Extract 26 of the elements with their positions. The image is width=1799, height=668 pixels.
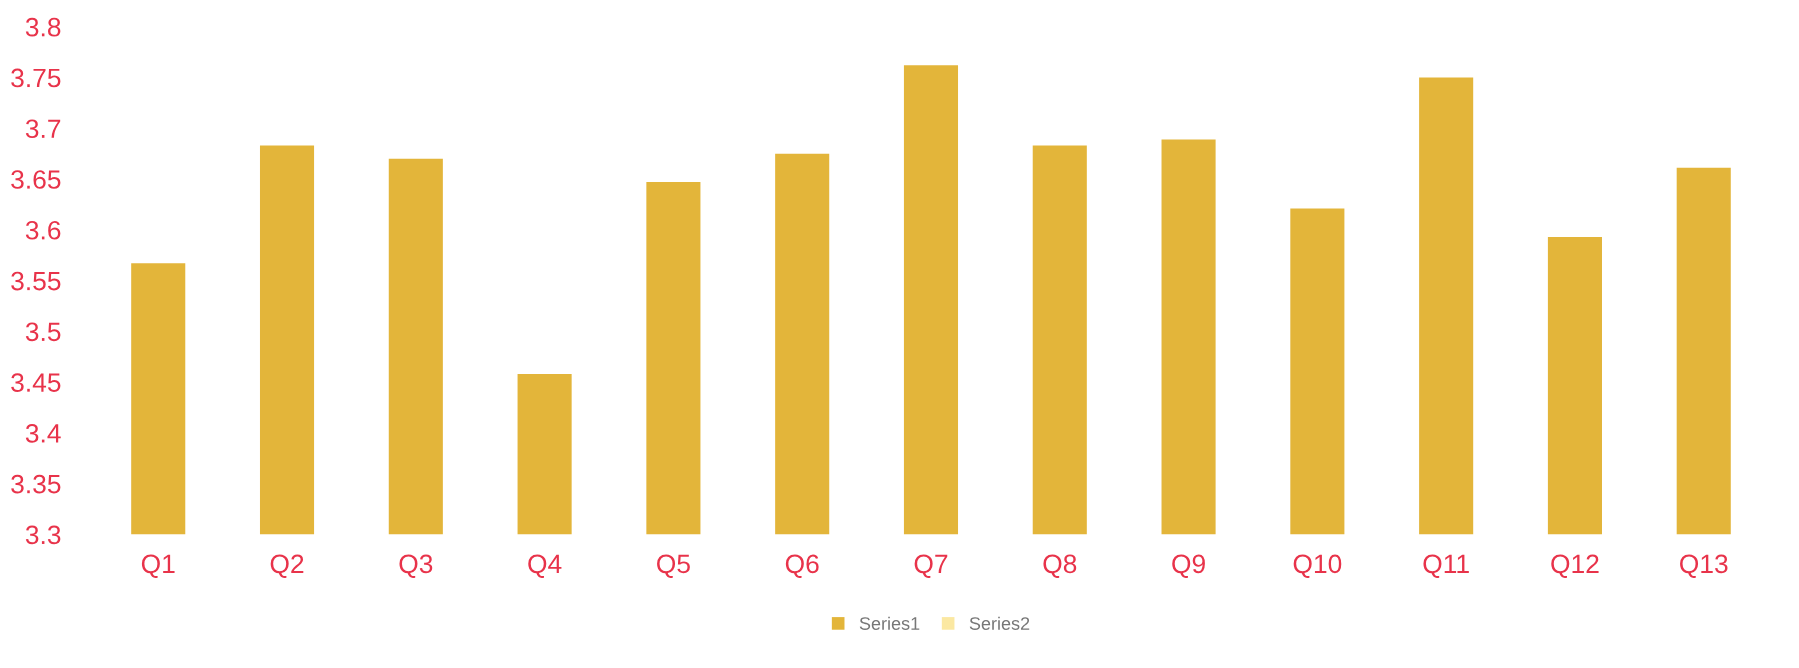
y-tick-label: 3.5 xyxy=(25,322,61,342)
x-tick-label: Q12 xyxy=(1551,554,1599,578)
y-tick-label: 3.7 xyxy=(25,119,61,139)
y-tick-label: 3.55 xyxy=(11,271,61,291)
y-tick-label: 3.35 xyxy=(11,474,61,494)
y-tick-label: 3.3 xyxy=(25,525,61,545)
y-tick-label: 3.4 xyxy=(25,424,61,443)
y-tick-label: 3.45 xyxy=(11,373,61,392)
x-tick-label: Q2 xyxy=(270,554,304,578)
x-tick-label: Q3 xyxy=(399,554,433,578)
x-tick-label: Q10 xyxy=(1293,554,1342,578)
y-tick-label: 3.65 xyxy=(11,170,61,189)
x-tick-label: Q4 xyxy=(528,554,562,578)
x-tick-label: Q13 xyxy=(1680,554,1728,578)
x-tick-label: Q8 xyxy=(1043,554,1077,578)
y-tick-label: 3.6 xyxy=(25,220,61,240)
y-tick-label: 3.75 xyxy=(11,68,61,88)
legend-label: Series1 xyxy=(859,616,920,630)
x-tick-label: Q5 xyxy=(657,554,690,578)
legend-label: Series2 xyxy=(969,616,1030,630)
x-tick-label: Q11 xyxy=(1423,554,1469,578)
x-tick-label: Q1 xyxy=(141,554,175,578)
x-tick-label: Q7 xyxy=(914,554,948,578)
y-tick-label: 3.8 xyxy=(25,17,61,37)
x-tick-label: Q9 xyxy=(1172,554,1205,578)
x-tick-label: Q6 xyxy=(785,554,819,578)
